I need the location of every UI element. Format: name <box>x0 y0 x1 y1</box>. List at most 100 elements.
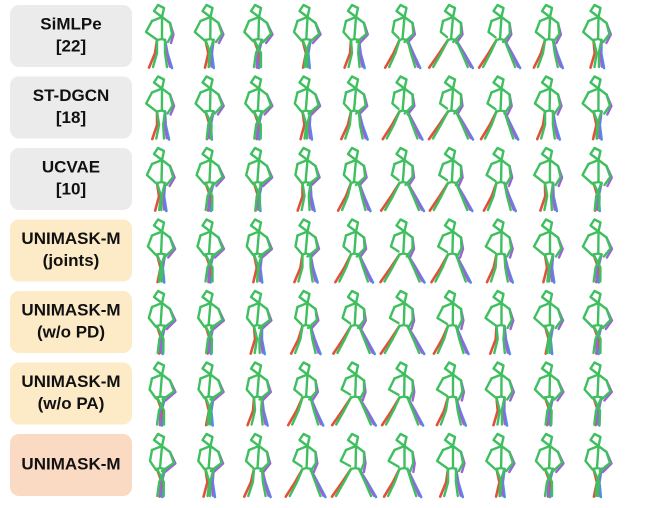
skeleton <box>486 363 514 426</box>
bone <box>408 326 420 353</box>
bone <box>209 303 211 325</box>
head <box>251 363 261 375</box>
bone <box>404 303 405 325</box>
head <box>154 5 164 17</box>
bone <box>388 469 399 496</box>
bone <box>489 21 496 37</box>
bone <box>451 17 453 39</box>
head <box>494 5 504 17</box>
bone <box>403 160 405 182</box>
skeleton <box>382 363 423 426</box>
head <box>203 5 213 17</box>
bone <box>485 112 496 139</box>
skeleton <box>381 148 424 211</box>
head <box>445 5 455 17</box>
row-label: [22] <box>56 36 86 55</box>
skeleton <box>149 291 176 354</box>
bone <box>438 326 448 353</box>
skeleton <box>198 291 224 354</box>
head <box>591 363 601 375</box>
bone <box>293 450 301 466</box>
head <box>203 363 213 375</box>
bone <box>408 255 420 282</box>
bone <box>344 164 350 181</box>
head <box>300 434 310 446</box>
bone <box>161 232 162 254</box>
head <box>397 363 407 375</box>
bone <box>451 89 453 111</box>
bone <box>161 303 162 325</box>
bone <box>387 112 400 139</box>
head <box>542 291 552 303</box>
bone <box>351 468 359 469</box>
skeleton <box>199 363 224 426</box>
skeleton <box>434 291 469 354</box>
bone <box>344 93 350 111</box>
bone <box>354 89 356 111</box>
head <box>154 363 164 375</box>
head <box>348 434 358 446</box>
bone <box>437 307 447 324</box>
head <box>348 77 358 89</box>
skeleton <box>486 434 514 497</box>
bone <box>306 89 308 111</box>
bone <box>400 468 408 469</box>
skeleton <box>534 5 563 68</box>
head <box>251 291 261 303</box>
skeleton <box>148 220 175 283</box>
bone <box>535 93 544 111</box>
head <box>300 220 310 232</box>
bone <box>583 21 592 40</box>
skeleton <box>335 220 373 283</box>
head <box>154 434 164 446</box>
head <box>348 363 358 375</box>
bone <box>598 375 599 397</box>
head <box>300 5 310 17</box>
bone <box>403 232 404 254</box>
skeleton <box>429 77 473 140</box>
bone <box>545 39 553 40</box>
head <box>154 220 164 232</box>
head <box>591 220 601 232</box>
skeleton <box>432 220 471 283</box>
skeleton <box>332 434 376 497</box>
bone <box>486 236 496 254</box>
bone <box>295 307 301 324</box>
row-label: [18] <box>56 108 86 127</box>
bone <box>195 21 205 40</box>
head <box>348 148 358 160</box>
head <box>494 291 504 303</box>
bone <box>351 325 359 326</box>
bone <box>149 307 156 327</box>
skeleton <box>146 5 174 68</box>
row-label: UNIMASK-M <box>21 454 120 473</box>
bone <box>160 446 162 468</box>
skeleton <box>150 434 175 497</box>
bone <box>358 40 359 67</box>
head <box>348 291 358 303</box>
head <box>445 148 455 160</box>
head <box>300 291 310 303</box>
bone <box>441 21 447 37</box>
bone <box>258 17 259 39</box>
bone <box>400 325 408 326</box>
head <box>494 434 504 446</box>
bone <box>198 450 204 469</box>
head <box>203 434 213 446</box>
bone <box>437 379 447 396</box>
skeleton <box>244 5 272 68</box>
bone <box>146 21 156 39</box>
skeleton <box>437 434 464 497</box>
bone <box>549 446 550 468</box>
row-label: UNIMASK-M <box>21 229 120 248</box>
skeleton <box>479 5 520 68</box>
head <box>251 434 261 446</box>
skeleton <box>288 363 323 426</box>
bone <box>456 40 468 67</box>
bone <box>148 236 156 256</box>
bone <box>486 450 495 469</box>
skeleton <box>536 434 564 497</box>
bone <box>594 39 602 40</box>
bone <box>500 17 502 39</box>
skeleton <box>481 77 518 140</box>
